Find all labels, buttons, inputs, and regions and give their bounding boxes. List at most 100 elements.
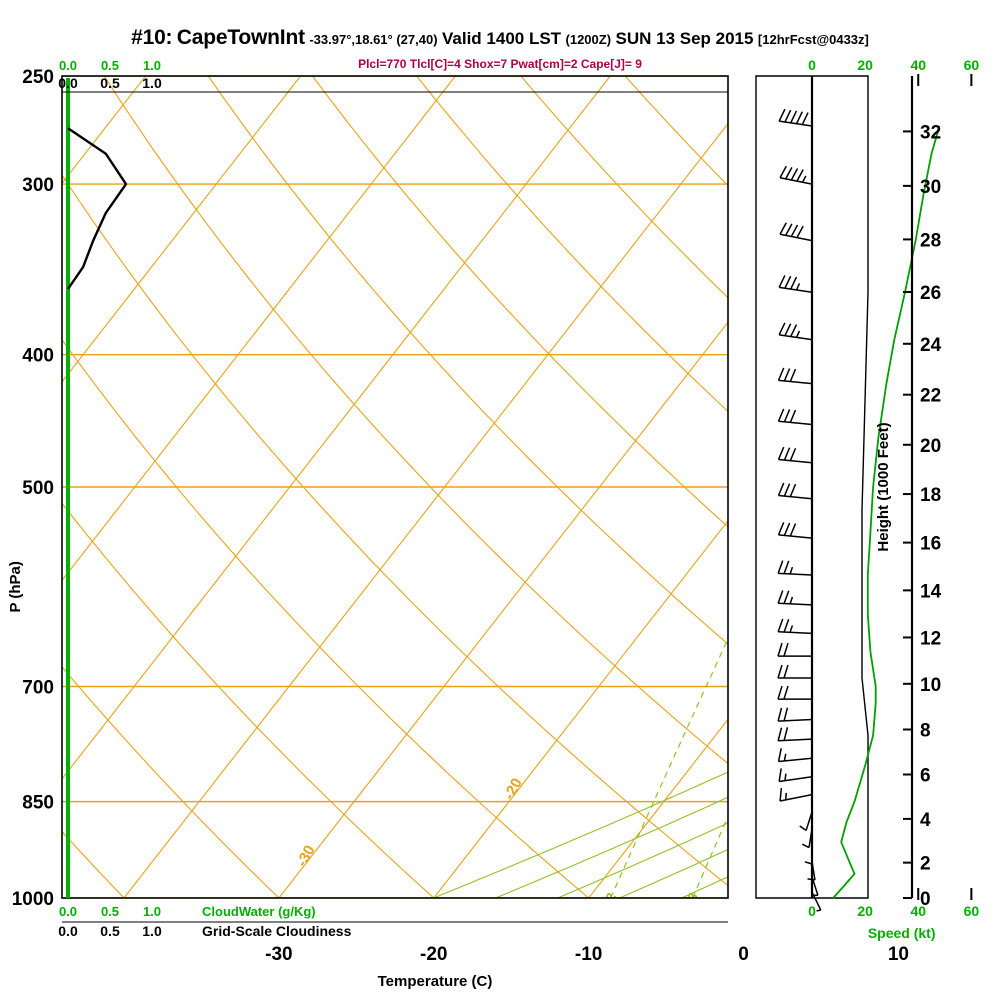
height-tick-label: 2	[920, 854, 931, 875]
height-tick-label: 20	[920, 436, 941, 457]
height-tick-label: 14	[920, 581, 942, 602]
cloudwater-axis-label: CloudWater (g/Kg)	[202, 904, 316, 919]
wind-barb	[779, 787, 813, 802]
height-tick-label: 22	[920, 386, 941, 407]
mixing-ratio-label: 2	[602, 890, 619, 903]
wind-barb	[778, 108, 813, 127]
height-tick-label: 26	[920, 283, 941, 304]
cloudwater-tick-label-bottom: 0.5	[101, 904, 119, 919]
wind-barb	[777, 590, 813, 606]
wind-barb	[777, 618, 813, 635]
pressure-axis: 250 300 400 500 700 850 1000 P (hPa)	[7, 67, 54, 910]
height-axis-label: Height (1000 Feet)	[875, 422, 892, 551]
isotherm-line	[278, 321, 728, 898]
pressure-tick-label: 400	[22, 346, 54, 367]
auxiliary-scales: 0.0 0.5 1.0 0.0 0.5 1.0 0.0 0.5 1.0 0.0 0.5 1.0 Clou…	[58, 58, 728, 939]
cloudiness-tick-label-bottom: 0.5	[100, 923, 120, 939]
height-tick-label: 12	[920, 628, 941, 649]
mixing-ratio-label: 3	[684, 890, 701, 903]
mixing-ratio-line	[801, 463, 986, 898]
wind-barb	[811, 891, 822, 912]
height-speed-profile-curve	[832, 125, 941, 899]
dry-adiabat-line	[938, 76, 1000, 898]
pressure-tick-label: 700	[22, 678, 54, 699]
moist-adiabat-line	[681, 876, 728, 898]
station-coords: -33.97°,18.61° (27,40)	[309, 32, 438, 47]
pressure-tick-label: 250	[22, 67, 54, 88]
wind-barb	[777, 685, 812, 700]
temperature-tick-label: 0	[738, 944, 749, 965]
temperature-axis-label: Temperature (C)	[378, 973, 493, 990]
cloudiness-tick-label-bottom: 0.0	[58, 923, 78, 939]
moist-adiabat-line	[806, 76, 1000, 898]
pressure-tick-label: 850	[22, 793, 54, 814]
plot-border	[61, 75, 729, 899]
valid-utc: (1200Z)	[565, 32, 612, 47]
pressure-axis-label: P (hPa)	[7, 561, 24, 612]
mixing-ratio-label: 12	[991, 887, 1000, 907]
valid-time: Valid 1400 LST	[442, 29, 562, 48]
sounding-parameters: Plcl=770 Tlcl[C]=4 Shox=7 Pwat[cm]=2 Cap…	[358, 57, 642, 71]
dry-adiabat-line	[62, 338, 590, 898]
isotherm-line	[588, 718, 728, 898]
wind-barb	[778, 768, 813, 783]
height-tick-label: 24	[920, 335, 942, 356]
height-tick-label: 18	[920, 485, 941, 506]
dry-adiabat-line	[62, 502, 435, 898]
wind-barb	[779, 165, 813, 185]
temperature-axis: -30-20-10010203040Temperature (C)	[265, 944, 909, 990]
dry-adiabat-line	[62, 666, 280, 898]
cloudiness-axis-label: Grid-Scale Cloudiness	[202, 923, 352, 939]
wind-barb	[777, 707, 813, 722]
wind-barb	[777, 367, 813, 385]
speed-tick-label-bottom: 40	[910, 903, 926, 919]
cloudiness-tick-label-top: 0.0	[58, 75, 78, 91]
height-tick-label: 10	[920, 675, 941, 696]
isotherm-labels: -30-20-100-100102030	[293, 775, 526, 869]
wind-barb	[778, 275, 813, 293]
wind-barb	[777, 642, 812, 657]
speed-tick-label-bottom: 0	[808, 903, 816, 919]
speed-tick-label-bottom: 20	[857, 903, 873, 919]
dry-adiabat-line	[103, 76, 728, 765]
speed-tick-label-bottom: 60	[964, 903, 980, 919]
dry-adiabat-line	[62, 174, 728, 887]
mixing-ratio-line	[692, 814, 728, 898]
speed-tick-label-top: 0	[808, 57, 816, 73]
isotherm-line	[62, 76, 456, 582]
wind-barb	[777, 408, 813, 426]
cloudwater-tick-label-top: 0.0	[59, 58, 77, 73]
wind-barb	[777, 560, 813, 576]
wind-barb	[804, 845, 813, 865]
height-tick-label: 6	[920, 766, 931, 787]
forecast-tag: [12hrFcst@0433z]	[757, 32, 869, 47]
isotherm-value-label: -20	[501, 775, 526, 802]
temperature-tick-label: 10	[888, 944, 909, 965]
cloudiness-profile-curve	[67, 127, 128, 290]
isotherm-line	[898, 76, 1000, 898]
wind-panel-border	[755, 75, 869, 899]
dry-adiabat-line	[729, 76, 1000, 898]
wind-barb	[801, 828, 813, 849]
mixing-ratio-label: 5	[793, 890, 810, 903]
dry-adiabat-line	[416, 76, 728, 413]
pressure-tick-label: 1000	[12, 889, 54, 910]
wind-barb	[777, 748, 813, 763]
valid-date: SUN 13 Sep 2015	[615, 29, 754, 48]
speed-tick-label-top: 60	[964, 57, 980, 73]
temperature-tick-label: -30	[265, 944, 292, 965]
grid-lines: 23581220	[62, 76, 1000, 907]
height-tick-label: 28	[920, 230, 941, 251]
temperature-tick-label: -10	[575, 944, 602, 965]
wind-barb	[777, 522, 813, 539]
wind-barb	[778, 322, 813, 341]
moist-adiabat-line	[991, 76, 1000, 898]
wind-barb	[777, 727, 813, 742]
wind-barb-panel	[755, 75, 941, 912]
station-name: CapeTownInt	[176, 26, 305, 49]
cloudiness-tick-label-top: 0.5	[100, 75, 120, 91]
isotherm-line	[433, 519, 728, 898]
isotherm-line	[62, 76, 611, 780]
